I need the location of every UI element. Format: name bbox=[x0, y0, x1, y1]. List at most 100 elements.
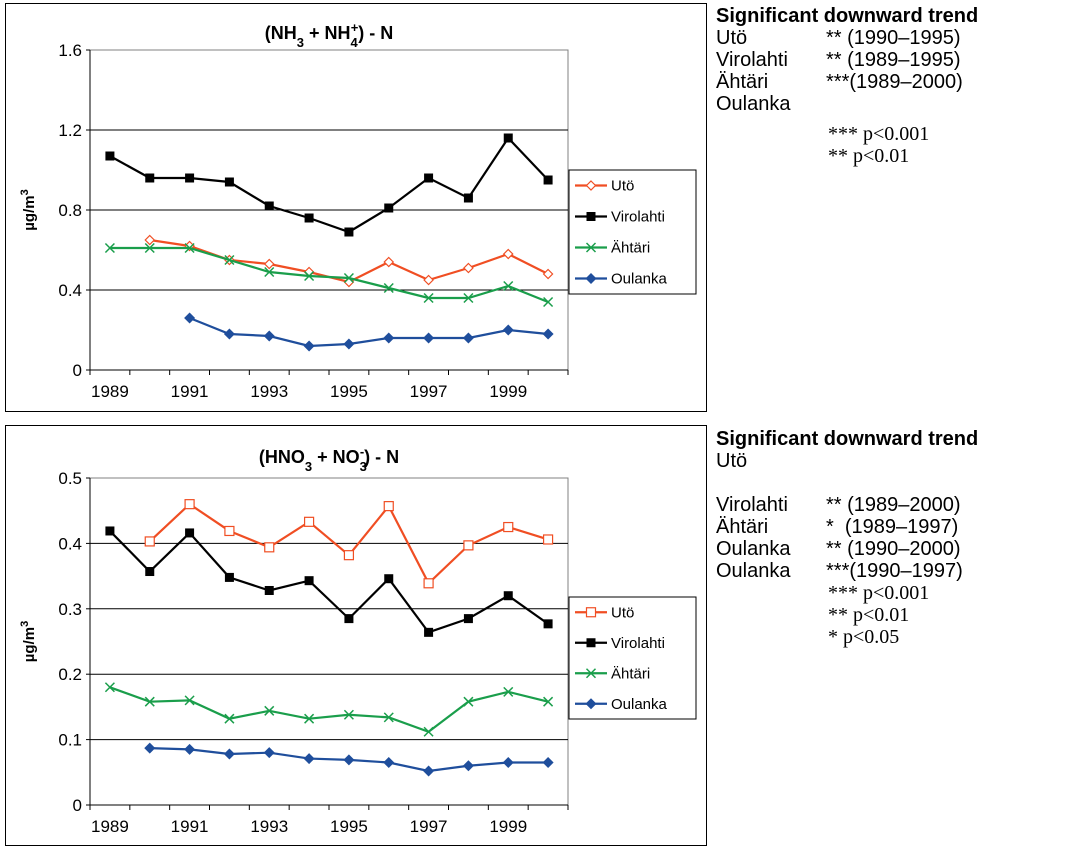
legend-label: Oulanka bbox=[611, 696, 668, 713]
data-point bbox=[384, 574, 394, 584]
trend-row: Utö bbox=[716, 450, 1066, 472]
y-tick-label: 1.6 bbox=[58, 41, 82, 60]
significance-note: *** p<0.001 bbox=[828, 123, 930, 145]
legend-marker bbox=[586, 638, 596, 648]
y-tick-label: 0.3 bbox=[58, 600, 82, 619]
trend-site: Virolahti bbox=[716, 49, 788, 71]
trend-row: Virolahti ** (1989–2000) bbox=[716, 494, 1066, 516]
trend-value: ** (1990–1995) bbox=[826, 27, 961, 49]
legend-marker bbox=[585, 273, 597, 284]
data-point bbox=[383, 501, 394, 512]
trend-value: ** (1990–2000) bbox=[826, 538, 961, 560]
y-tick-label: 0 bbox=[73, 796, 82, 815]
chart-1-frame: 0 0.4 0.8 1.2 1.6 1989 1991 1993 1995 1997 1999 (NH… bbox=[5, 3, 707, 412]
data-point bbox=[423, 578, 434, 589]
x-tick-label: 1999 bbox=[489, 382, 527, 401]
data-point bbox=[343, 709, 354, 720]
x-tick-label: 1997 bbox=[410, 382, 448, 401]
significance-note: * p<0.05 bbox=[828, 626, 900, 648]
data-point bbox=[184, 743, 196, 755]
chart-title: (NH3 + NH4+) - N bbox=[265, 20, 394, 50]
data-point bbox=[343, 550, 355, 561]
data-point bbox=[503, 591, 513, 601]
x-tick-label: 1999 bbox=[489, 817, 527, 836]
y-label-base: µg/m bbox=[21, 627, 38, 662]
legend-label: Oulanka bbox=[611, 271, 668, 288]
plot-area bbox=[89, 477, 569, 806]
title-subscript: 3 bbox=[305, 459, 312, 474]
data-point bbox=[343, 272, 354, 284]
data-point bbox=[543, 619, 553, 629]
data-point bbox=[185, 173, 195, 183]
data-point bbox=[304, 576, 314, 586]
title-subscript: 3 bbox=[360, 459, 367, 474]
data-point bbox=[144, 742, 156, 754]
data-point bbox=[463, 540, 474, 551]
data-point bbox=[104, 242, 115, 254]
trend-row: Oulanka bbox=[716, 93, 1066, 115]
title-subscript: 3 bbox=[297, 35, 304, 50]
chart-title: (HNO3 + NO3-) - N bbox=[259, 444, 399, 474]
y-tick-label: 0.2 bbox=[58, 665, 82, 684]
trend-row: Oulanka ***(1990–1997) bbox=[716, 560, 1066, 582]
data-point bbox=[423, 726, 434, 737]
data-point bbox=[423, 332, 435, 344]
legend-label: Virolahti bbox=[611, 635, 665, 652]
y-tick-label: 0.4 bbox=[58, 281, 82, 300]
data-point bbox=[224, 572, 234, 582]
data-point bbox=[303, 753, 315, 765]
data-point bbox=[503, 686, 514, 697]
series-Ähtäri bbox=[104, 242, 554, 308]
data-point bbox=[263, 330, 275, 342]
series-Oulanka bbox=[144, 742, 554, 777]
series-Virolahti bbox=[105, 526, 553, 637]
data-point bbox=[542, 534, 554, 545]
data-point bbox=[105, 526, 115, 536]
y-tick-label: 0.4 bbox=[58, 534, 82, 553]
data-point bbox=[463, 292, 474, 304]
legend-label: Utö bbox=[611, 178, 634, 195]
data-point bbox=[104, 682, 115, 693]
legend-marker bbox=[585, 180, 597, 191]
data-point bbox=[184, 695, 195, 706]
title-superscript: + bbox=[351, 20, 359, 35]
y-tick-label: 0 bbox=[73, 361, 82, 380]
data-point bbox=[264, 705, 275, 716]
data-point bbox=[185, 528, 195, 538]
legend-marker bbox=[586, 212, 596, 221]
trend-value: ** (1989–2000) bbox=[826, 494, 961, 516]
x-tick-label: 1991 bbox=[171, 817, 209, 836]
data-point bbox=[463, 193, 473, 203]
data-point bbox=[224, 177, 234, 187]
data-point bbox=[462, 760, 474, 772]
trend-value: ***(1990–1997) bbox=[826, 560, 963, 582]
trend-value: ** (1989–1995) bbox=[826, 49, 961, 71]
data-point bbox=[383, 756, 395, 768]
chart-2-frame: 0 0.1 0.2 0.3 0.4 0.5 1989 1991 1993 1995 1997 1999… bbox=[5, 425, 707, 846]
legend-label: Ähtäri bbox=[611, 240, 650, 257]
data-point bbox=[223, 748, 235, 760]
series-Ähtäri bbox=[104, 682, 554, 737]
legend-marker bbox=[585, 668, 597, 679]
data-point bbox=[144, 696, 155, 707]
data-point bbox=[463, 696, 474, 707]
trend-row: Ähtäri * (1989–1997) bbox=[716, 516, 1066, 538]
series-line bbox=[109, 530, 549, 634]
data-point bbox=[303, 340, 315, 352]
trend-row: Oulanka ** (1990–2000) bbox=[716, 538, 1066, 560]
trend-site: Utö bbox=[716, 27, 748, 49]
data-point bbox=[264, 201, 274, 211]
legend-label: Ähtäri bbox=[611, 665, 650, 682]
title-part: + NO bbox=[312, 447, 360, 467]
y-axis-label: µg/m3 bbox=[19, 189, 38, 230]
significance-note: ** p<0.01 bbox=[828, 604, 910, 626]
data-point bbox=[184, 312, 196, 324]
chart-1: 0 0.4 0.8 1.2 1.6 1989 1991 1993 1995 1997 1999 (NH… bbox=[19, 20, 697, 401]
data-point bbox=[423, 292, 434, 304]
data-point bbox=[503, 280, 514, 292]
series-line bbox=[109, 686, 549, 733]
data-point bbox=[144, 242, 155, 254]
x-tick-label: 1995 bbox=[330, 382, 368, 401]
series-line bbox=[109, 136, 549, 234]
data-point bbox=[384, 203, 394, 213]
